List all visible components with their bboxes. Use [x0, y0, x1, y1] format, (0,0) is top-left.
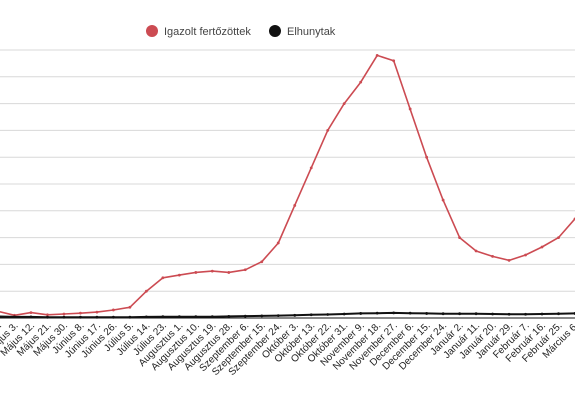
- data-point: [557, 236, 560, 240]
- data-point: [425, 155, 429, 159]
- data-point: [474, 312, 478, 316]
- data-point: [326, 129, 330, 132]
- data-point: [112, 308, 115, 312]
- data-point: [392, 59, 396, 63]
- data-point: [507, 312, 511, 316]
- data-point: [441, 198, 445, 202]
- data-point: [342, 312, 346, 316]
- data-point: [177, 273, 181, 277]
- data-point: [441, 312, 445, 316]
- data-point: [194, 315, 198, 319]
- data-point: [177, 315, 181, 319]
- legend-item-confirmed[interactable]: Igazolt fertőzöttek: [146, 25, 251, 38]
- data-point: [29, 311, 33, 315]
- series-line-deaths: [0, 311, 575, 319]
- legend-marker-deaths: [269, 25, 281, 37]
- data-point: [375, 53, 379, 57]
- data-point: [458, 312, 461, 316]
- data-point: [128, 305, 132, 309]
- data-point: [309, 166, 313, 170]
- series-line-confirmed: [0, 54, 575, 317]
- data-point: [227, 271, 231, 274]
- data-point: [293, 204, 297, 207]
- data-point: [227, 314, 231, 318]
- data-point: [326, 313, 330, 316]
- data-point: [425, 312, 429, 315]
- data-point: [79, 311, 82, 315]
- data-point: [392, 311, 396, 315]
- legend-marker-confirmed: [146, 25, 158, 37]
- data-point: [408, 311, 412, 315]
- legend-item-deaths[interactable]: Elhunytak: [269, 25, 336, 38]
- data-point: [342, 102, 346, 105]
- data-point: [95, 310, 99, 314]
- data-point: [260, 314, 264, 318]
- data-point: [161, 315, 165, 319]
- data-point: [557, 312, 560, 316]
- legend-label-confirmed: Igazolt fertőzöttek: [164, 26, 251, 38]
- data-point: [474, 249, 478, 253]
- series-lines: [0, 53, 575, 319]
- legend-label-deaths: Elhunytak: [287, 26, 336, 38]
- data-point: [408, 107, 412, 111]
- data-point: [276, 241, 280, 245]
- chart-legend: Igazolt fertőzöttek Elhunytak: [146, 25, 336, 38]
- x-axis: Április 24.Május 3.Május 12.Május 21.Máj…: [0, 317, 575, 378]
- data-point: [540, 312, 544, 316]
- data-point: [524, 253, 527, 257]
- data-point: [276, 314, 280, 317]
- data-point: [309, 313, 313, 317]
- data-point: [161, 276, 165, 280]
- data-point: [62, 312, 66, 316]
- data-point: [260, 260, 264, 264]
- data-point: [524, 312, 527, 316]
- data-point: [210, 269, 214, 273]
- data-point: [46, 313, 49, 317]
- data-point: [491, 312, 494, 316]
- data-point: [540, 245, 544, 249]
- data-point: [194, 271, 198, 274]
- data-point: [293, 313, 297, 317]
- data-point: [491, 254, 494, 258]
- data-point: [375, 311, 379, 315]
- data-point: [243, 268, 247, 272]
- grid-lines: [0, 49, 575, 319]
- data-point: [359, 80, 363, 84]
- data-point: [144, 289, 148, 293]
- data-point: [243, 314, 247, 318]
- data-point: [458, 236, 461, 240]
- data-point: [507, 258, 511, 262]
- data-point: [359, 312, 363, 315]
- data-point: [210, 315, 214, 319]
